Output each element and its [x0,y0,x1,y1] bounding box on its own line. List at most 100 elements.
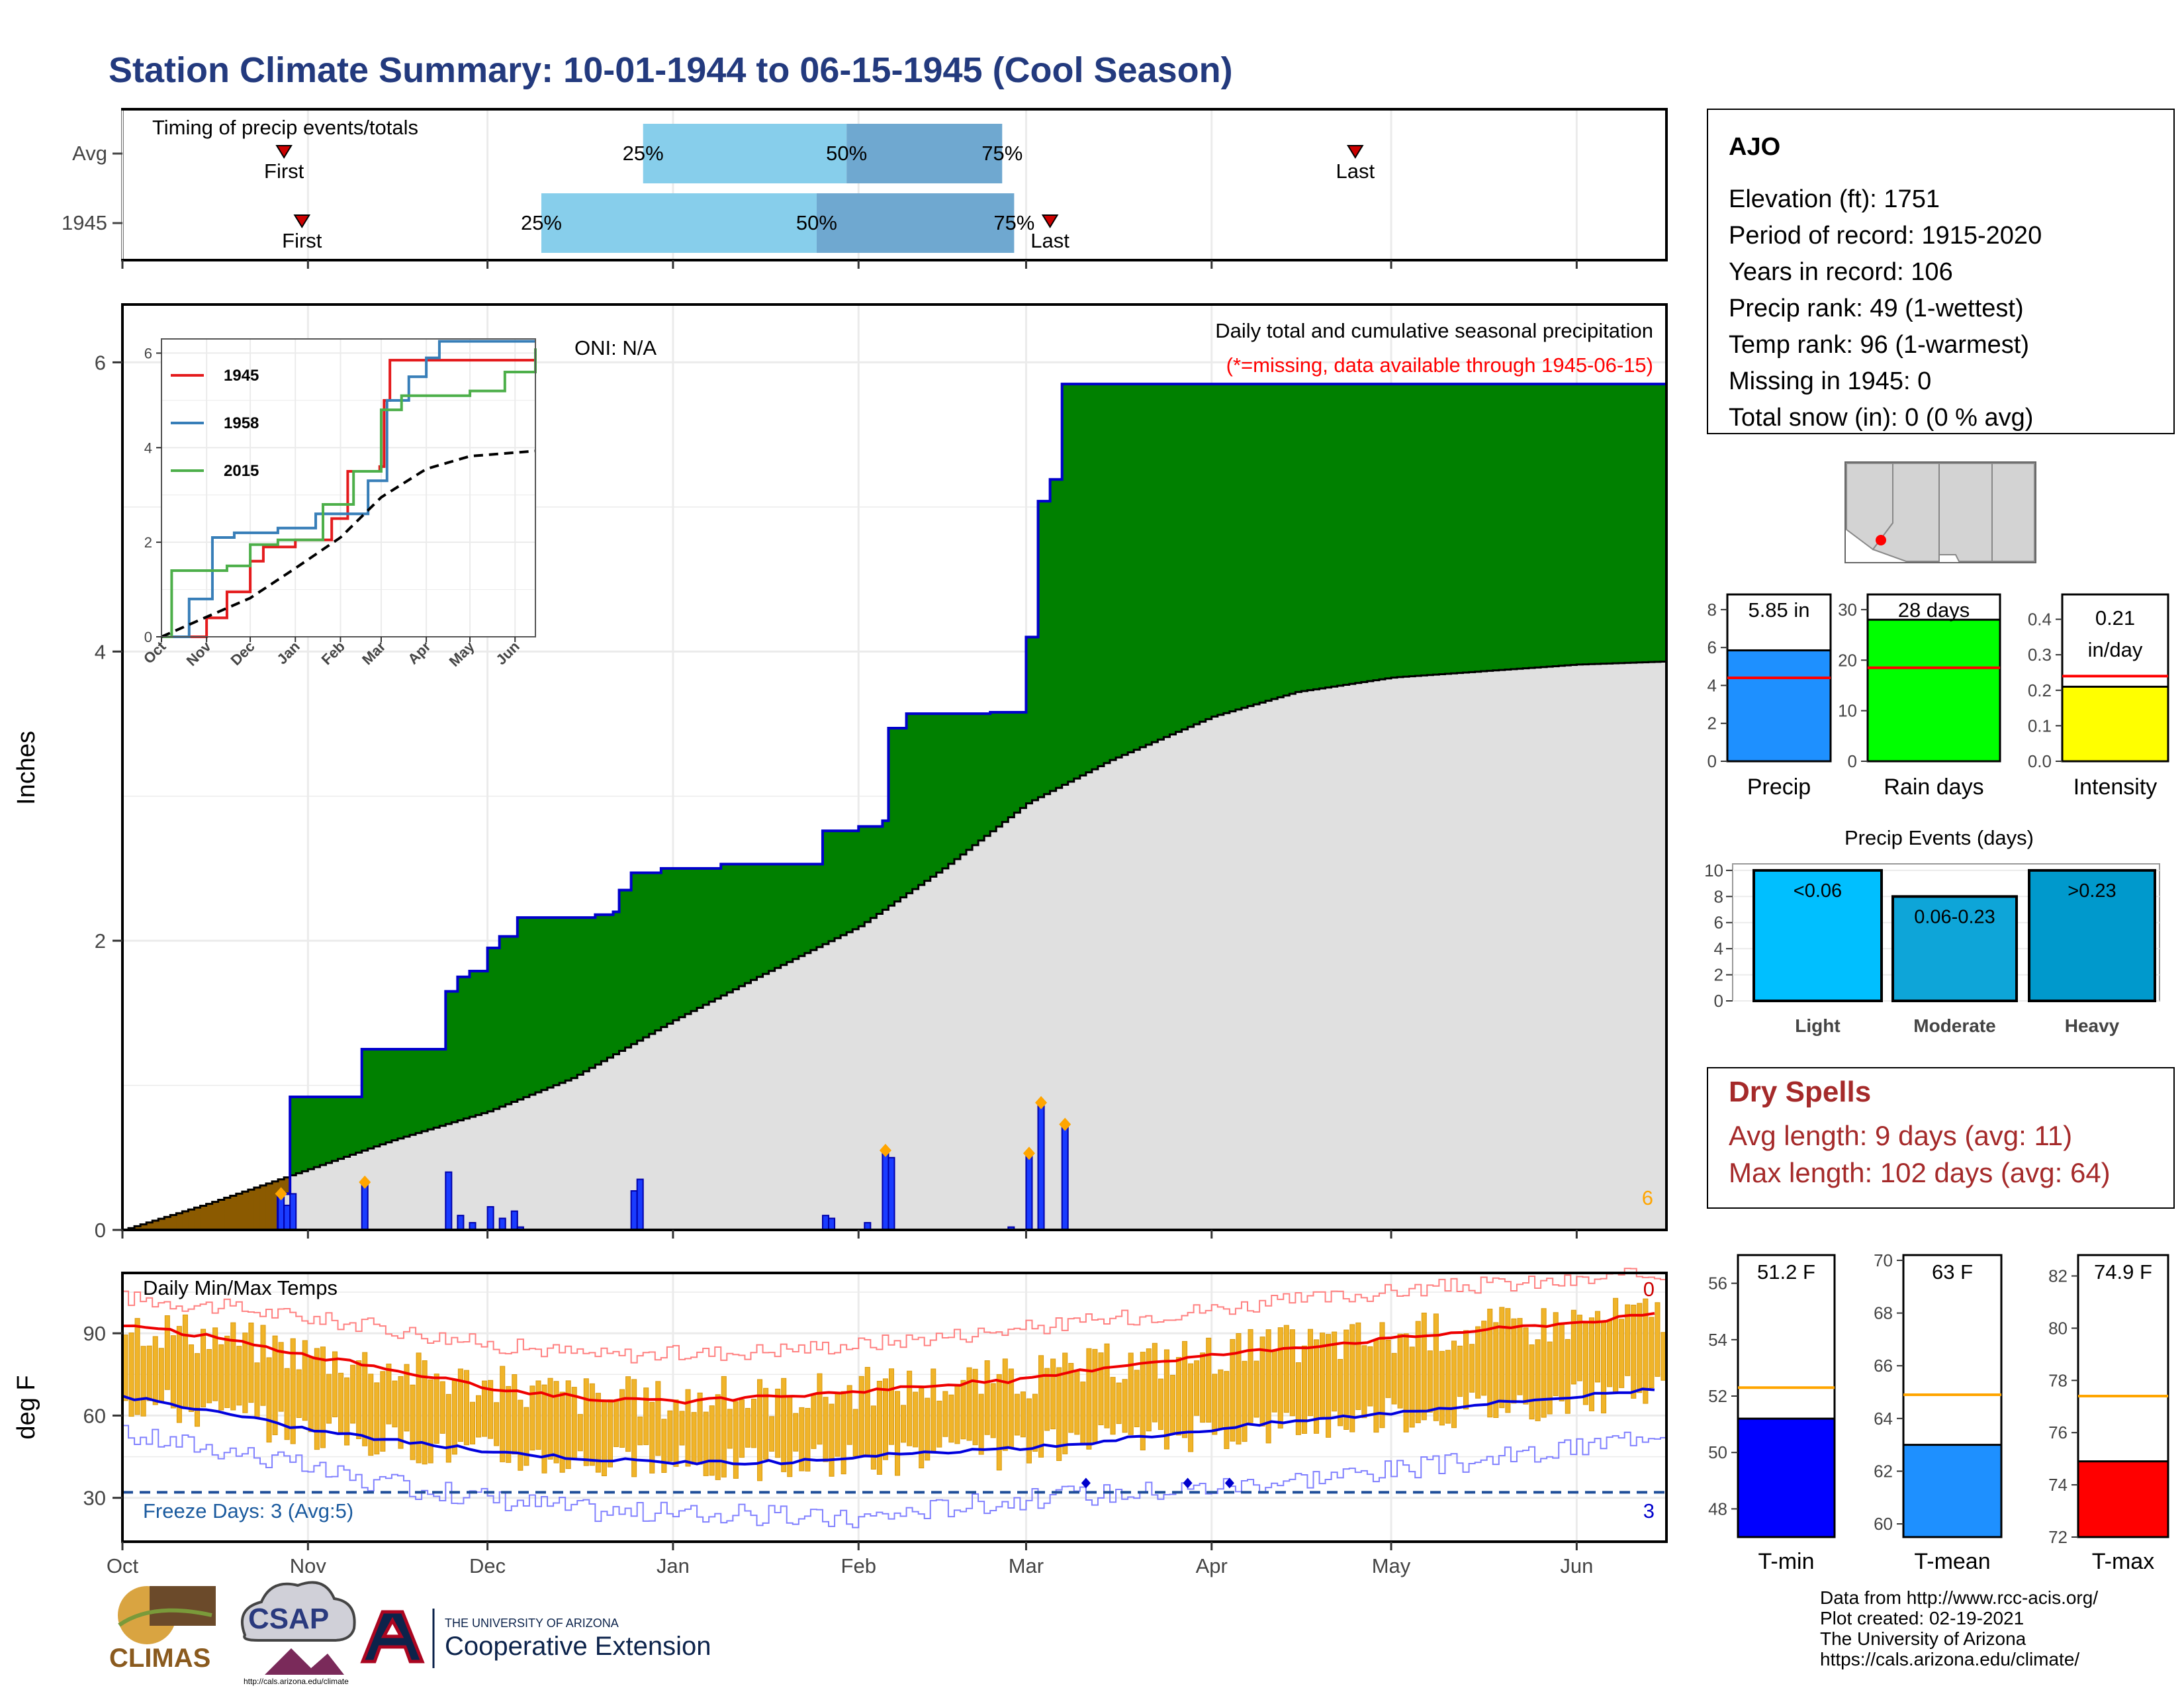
temp-count-bottom: 3 [1643,1499,1655,1523]
stat-bar-ytick-label: 8 [1707,600,1717,620]
inset-ytick-label: 2 [144,534,152,551]
footer-credits: Data from http://www.rcc-acis.org/ Plot … [1820,1587,2098,1669]
inset-ytick-label: 4 [144,440,152,456]
temp-stat-ytick-label: 60 [1874,1514,1893,1534]
timing-row-avg-label: Avg [72,142,107,165]
temp-stat-ytick-label: 52 [1708,1386,1727,1406]
season-stat-bars: 0 2 4 6 8 5.85 in Precip 0 10 20 30 28 days Rain day… [1707,593,2169,800]
map-region-texas [1991,463,2035,562]
daily-precip-bar [828,1217,836,1231]
temp-stat-ytick-label: 66 [1874,1356,1893,1376]
map-region-newmexico [1938,463,1993,562]
precip-panel: 0 2 4 6 Inches ONI: N/A Daily total and cum… [13,303,1668,1242]
freeze-day-marker [1224,1477,1234,1489]
daily-precip-bar [821,1215,830,1231]
quartile-label-75: 75% [993,211,1034,234]
last-event-marker [1346,145,1364,159]
station-line: Period of record: 1915-2020 [1729,222,2042,250]
temp-stat-ytick-label: 74 [2048,1475,2068,1495]
normal-cumulative-line [122,661,1666,1231]
month-tick-label: Jun [1560,1554,1593,1577]
precip-frame [121,303,1668,1231]
inset-series-1958 [161,340,535,638]
temp-ytick-label: 90 [83,1322,106,1345]
month-tick-label: Jan [657,1554,690,1577]
events-ytick-label: 4 [1714,939,1723,959]
timing-row-1945-label: 1945 [62,211,107,234]
ua-small-text: THE UNIVERSITY OF ARIZONA [445,1617,619,1630]
footer-line: Data from http://www.rcc-acis.org/ [1820,1587,2098,1608]
precip-event-marker [1035,1096,1048,1109]
precip-ytick-label: 6 [95,351,106,374]
temp-frame [121,1272,1668,1543]
stat-bar-ytick-label: 10 [1838,701,1857,721]
footer-line: https://cals.arizona.edu/climate/ [1820,1649,2079,1669]
stat-bar-ytick-label: 4 [1707,675,1717,695]
quartile-bar-upper [846,124,1003,183]
temp-label: Daily Min/Max Temps [143,1276,338,1299]
last-event-marker-label: Last [1336,160,1375,183]
csap-wordmark: CSAP [248,1603,329,1635]
quartile-label-50: 50% [826,142,867,165]
station-location-marker [1876,535,1886,545]
temp-ytick-label: 30 [83,1487,106,1510]
stat-bar-label: Precip [1747,774,1811,800]
inset-ytick-label: 6 [144,345,152,361]
stat-bar-ytick-label: 0 [1848,751,1857,771]
first-event-marker [293,214,311,228]
climas-logo: CLIMAS [109,1586,216,1673]
precip-caption: Daily total and cumulative seasonal prec… [1215,319,1653,342]
station-line: Missing in 1945: 0 [1729,367,1931,395]
station-frame [1707,109,2175,434]
temp-stat-ytick-label: 72 [2048,1527,2068,1547]
stat-bar-fill [1866,618,2001,763]
missing-note: (*=missing, data available through 1945-… [1226,353,1653,377]
temp-stat-ytick-label: 68 [1874,1303,1893,1323]
stat-bar-ytick-label: 0.1 [2028,716,2052,735]
stat-bar-fill [1726,649,1832,763]
daily-precip-bar [445,1171,453,1231]
daily-precip-bar [636,1178,644,1231]
stat-bar-label: Rain days [1884,774,1983,800]
inset-frame [161,338,536,637]
events-bar-range: 0.06-0.23 [1914,906,1995,927]
precip-ytick-label: 4 [95,640,106,663]
events-bar-label: Moderate [1913,1015,1995,1036]
temp-stat-ytick-label: 82 [2048,1266,2068,1286]
stat-bar-ytick-label: 2 [1707,714,1717,733]
daily-precip-bar [887,1156,895,1231]
daily-precip-bar [361,1181,369,1231]
freeze-day-marker [1081,1477,1091,1489]
freeze-days-label: Freeze Days: 3 (Avg:5) [143,1499,353,1523]
events-ytick-label: 6 [1714,913,1723,933]
temp-stat-value: 74.9 F [2094,1260,2152,1284]
temp-stat-ytick-label: 48 [1708,1499,1727,1519]
temp-ytick-label: 60 [83,1404,106,1427]
month-tick-label: Feb [841,1554,876,1577]
daily-precip-bar [630,1190,638,1231]
precip-ytick-label: 0 [95,1219,106,1242]
quartile-label-75: 75% [981,142,1023,165]
inset-series-normal [161,449,536,638]
last-event-marker [1041,214,1059,228]
precip-event-marker [1059,1117,1071,1131]
first-event-marker-label: First [282,229,322,252]
daily-precip-bar [1061,1123,1069,1231]
cumulative-1945-line [122,383,1666,1231]
inset-series-2015 [161,348,537,638]
normal-high-line [122,1312,1655,1405]
temp-ylabel: deg F [13,1375,40,1439]
precip-event-marker [1023,1147,1035,1160]
precip-event-count: 6 [1642,1186,1653,1209]
station-line: Total snow (in): 0 (0 % avg) [1729,404,2033,432]
events-bar-label: Heavy [2065,1015,2120,1036]
precip-ylabel: Inches [13,731,40,805]
temp-stat-value: 63 F [1932,1260,1973,1284]
timing-label: Timing of precip events/totals [152,116,418,139]
temp-stat-ytick-label: 78 [2048,1370,2068,1390]
inset-ytick-label: 0 [144,629,152,645]
precip-event-marker [275,1187,287,1201]
freeze-day-marker [1183,1477,1193,1489]
csap-url: http://cals.arizona.edu/climate [244,1677,349,1686]
